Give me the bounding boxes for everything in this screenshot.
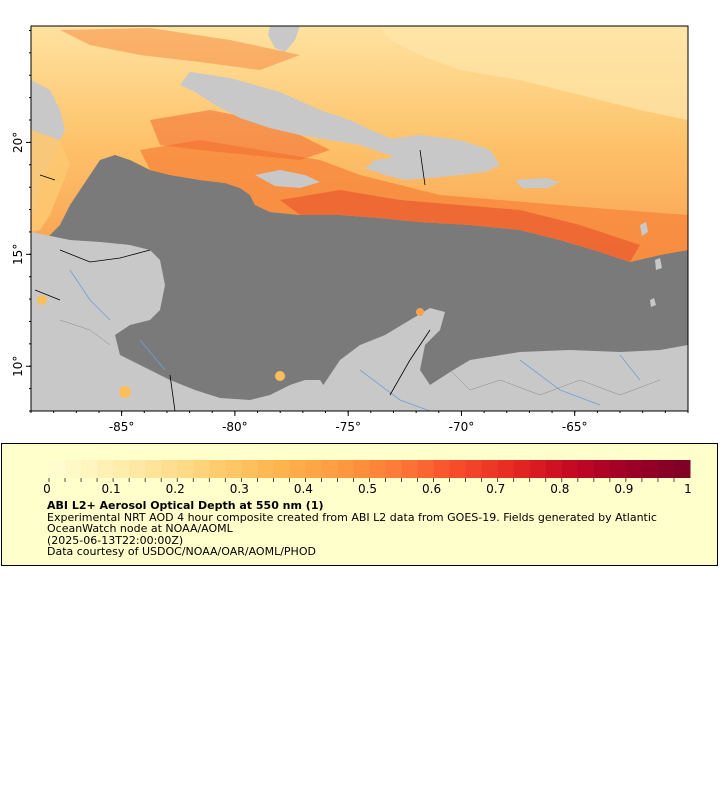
colorbar-segment — [673, 460, 691, 478]
map-plot-area — [31, 26, 688, 411]
colorbar-segment — [321, 460, 338, 478]
aerosol-high-band-3 — [150, 110, 330, 160]
x-tick-label: -85° — [109, 420, 135, 434]
colorbar-segment — [145, 460, 162, 478]
colorbar-tick-label: 0.1 — [101, 482, 121, 496]
colorbar-segment — [593, 460, 611, 478]
colorbar-segment — [369, 460, 387, 478]
legend-panel — [1, 443, 718, 566]
map-frame — [30, 25, 689, 412]
colorbar-segment — [49, 460, 66, 478]
borders — [34, 149, 431, 411]
colorbar-segment — [433, 460, 451, 478]
rivers — [69, 269, 641, 411]
colorbar-tick-label: 0.4 — [293, 482, 313, 496]
colorbar — [48, 460, 691, 482]
legend-description-line-2: OceanWatch node at NOAA/AOML — [47, 522, 233, 535]
y-axis: 20° 15° 10° — [11, 29, 31, 412]
aerosol-light-north — [380, 26, 688, 120]
colorbar-segment — [97, 460, 114, 478]
colorbar-segment — [465, 460, 483, 478]
colorbar-segment — [305, 460, 322, 478]
colorbar-segment — [609, 460, 627, 478]
colorbar-segment — [81, 460, 98, 478]
thin-borders — [59, 319, 661, 396]
colorbar-segment — [577, 460, 595, 478]
colorbar-segment — [641, 460, 659, 478]
land-hispaniola — [365, 135, 500, 180]
colorbar-segment — [625, 460, 643, 478]
colorbar-segment — [289, 460, 306, 478]
aerosol-high-band-2 — [280, 190, 640, 262]
colorbar-segment — [337, 460, 354, 478]
colorbar-segment — [257, 460, 274, 478]
colorbar-tick-label: 0.3 — [229, 482, 249, 496]
x-tick-label: -70° — [449, 420, 475, 434]
colorbar-segment — [449, 460, 467, 478]
colorbar-segment — [65, 460, 82, 478]
colorbar-segment — [193, 460, 210, 478]
land-south-america — [300, 312, 688, 411]
colorbar-segment — [273, 460, 290, 478]
colorbar-segment — [497, 460, 515, 478]
map-figure: -85° -80° -75° -70° -65° 20° 15° 10° — [11, 25, 689, 434]
aerosol-streak-north — [60, 28, 300, 70]
colorbar-tick-label: 0.8 — [550, 482, 570, 496]
aerosol-spot-3 — [416, 308, 424, 316]
x-tick-label: -75° — [335, 420, 361, 434]
land-cuba — [180, 72, 430, 160]
colorbar-tick-label: 0.9 — [614, 482, 634, 496]
land-jamaica — [255, 170, 320, 188]
colorbar-tick-label: 1 — [684, 482, 692, 496]
legend-title: ABI L2+ Aerosol Optical Depth at 550 nm … — [47, 499, 324, 512]
colorbar-segment — [529, 460, 547, 478]
colorbar-segment — [545, 460, 563, 478]
x-tick-label: -65° — [562, 420, 588, 434]
colorbar-segment — [113, 460, 130, 478]
colorbar-segment — [401, 460, 419, 478]
colorbar-segment — [177, 460, 194, 478]
land-lesser-antilles — [640, 222, 662, 307]
legend-credit: Data courtesy of USDOC/NOAA/OAR/AOML/PHO… — [47, 545, 316, 558]
colorbar-segment — [481, 460, 499, 478]
legend-timestamp: (2025-06-13T22:00:00Z) — [47, 534, 184, 547]
aerosol-spot-1 — [119, 386, 131, 398]
colorbar-segment — [209, 460, 226, 478]
colorbar-tick-label: 0.2 — [165, 482, 185, 496]
y-tick-label: 15° — [11, 244, 25, 265]
colorbar-segment — [353, 460, 370, 478]
land-central-america — [31, 80, 330, 411]
x-tick-label: -80° — [222, 420, 248, 434]
x-axis: -85° -80° -75° -70° -65° — [30, 411, 689, 434]
legend-description-line-1: Experimental NRT AOD 4 hour composite cr… — [47, 511, 657, 524]
colorbar-segment — [657, 460, 675, 478]
colorbar-segment — [417, 460, 435, 478]
aerosol-yucatan — [31, 130, 70, 232]
aerosol-spot-2 — [275, 371, 285, 381]
colorbar-tick-label: 0.5 — [357, 482, 378, 496]
colorbar-segment — [129, 460, 146, 478]
colorbar-segment — [385, 460, 403, 478]
y-tick-label: 10° — [11, 356, 25, 377]
colorbar-segment — [225, 460, 242, 478]
colorbar-tick-label: 0.7 — [486, 482, 506, 496]
land-puerto-rico — [515, 178, 560, 188]
colorbar-segment — [161, 460, 178, 478]
land-florida — [268, 26, 300, 52]
colorbar-segment — [513, 460, 531, 478]
colorbar-tick-label: 0 — [43, 482, 51, 496]
aerosol-spot-4 — [37, 295, 47, 305]
colorbar-segment — [241, 460, 258, 478]
y-tick-label: 20° — [11, 132, 25, 153]
colorbar-tick-label: 0.6 — [422, 482, 442, 496]
colorbar-segment — [561, 460, 579, 478]
